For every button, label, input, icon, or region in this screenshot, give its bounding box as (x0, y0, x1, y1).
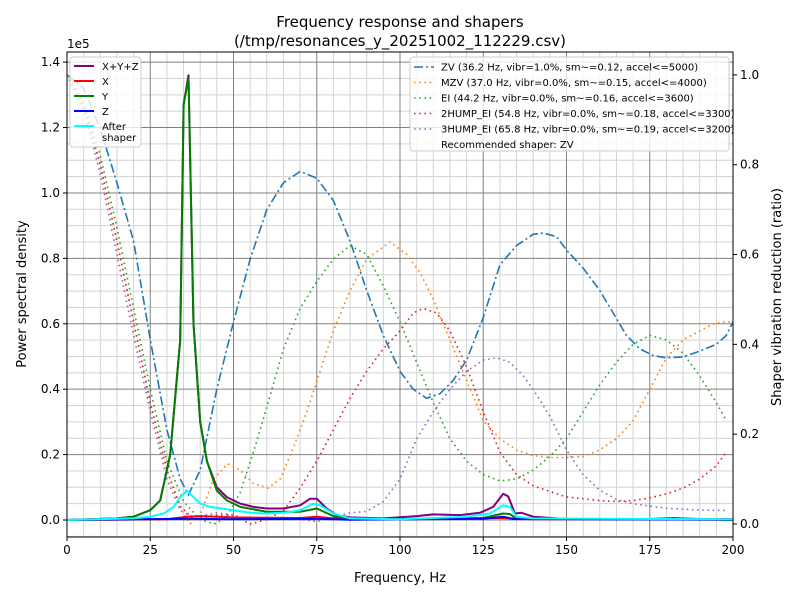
shaper-legend-label: MZV (37.0 Hz, vibr=0.0%, sm~=0.15, accel… (441, 78, 707, 89)
y-tick-label: 0.0 (41, 513, 60, 527)
x-tick-label: 25 (143, 543, 158, 557)
y2-tick-label: 0.0 (740, 517, 759, 531)
shaper-legend-label: 2HUMP_EI (54.8 Hz, vibr=0.0%, sm~=0.18, … (441, 109, 735, 120)
y2-tick-label: 0.4 (740, 337, 759, 351)
psd-legend-label: X+Y+Z (102, 62, 139, 73)
y-tick-label: 0.6 (41, 317, 60, 331)
y2-tick-label: 0.8 (740, 158, 759, 172)
shaper-line-ei (67, 74, 728, 525)
x-tick-label: 100 (389, 543, 412, 557)
x-tick-label: 75 (309, 543, 324, 557)
psd-legend-box (69, 56, 142, 148)
y-tick-label: 1.4 (41, 55, 60, 69)
y-tick-label: 0.4 (41, 382, 60, 396)
psd-legend-label: Z (102, 107, 109, 118)
chart-subtitle: (/tmp/resonances_y_20251002_112229.csv) (234, 32, 566, 51)
x-tick-label: 200 (722, 543, 745, 557)
x-tick-label: 125 (472, 543, 495, 557)
y-axis-label: Power spectral density (15, 220, 30, 368)
psd-legend-label: X (102, 77, 109, 88)
shaper-legend: ZV (36.2 Hz, vibr=1.0%, sm~=0.12, accel<… (409, 56, 735, 152)
psd-legend: X+Y+Z XYZ After shaper (69, 56, 142, 148)
y-tick-label: 1.2 (41, 121, 60, 135)
y-tick-label: 1.0 (41, 186, 60, 200)
y2-axis-label: Shaper vibration reduction (ratio) (770, 188, 785, 406)
shaper-line-mzv (67, 74, 733, 526)
chart-title: Frequency response and shapers (276, 13, 524, 31)
psd-legend-label: Y (101, 92, 109, 103)
x-axis-label: Frequency, Hz (354, 571, 446, 586)
x-tick-label: 150 (555, 543, 578, 557)
y2-tick-label: 1.0 (740, 68, 759, 82)
psd-line-z (67, 515, 733, 521)
y-tick-label: 0.8 (41, 251, 60, 265)
x-tick-label: 0 (63, 543, 71, 557)
shaper-legend-label: ZV (36.2 Hz, vibr=1.0%, sm~=0.12, accel<… (441, 63, 698, 74)
shaper-line-2hump_ei (67, 74, 727, 525)
shaper-legend-label: 3HUMP_EI (65.8 Hz, vibr=0.0%, sm~=0.19, … (441, 125, 735, 136)
x-tick-label: 175 (638, 543, 661, 557)
x-tick-label: 50 (226, 543, 241, 557)
y-offset-label: 1e5 (67, 37, 90, 51)
shaper-legend-box (409, 56, 730, 152)
y-tick-label: 0.2 (41, 448, 60, 462)
y2-tick-label: 0.6 (740, 248, 759, 262)
shaper-legend-label: EI (44.2 Hz, vibr=0.0%, sm~=0.16, accel<… (441, 94, 694, 105)
shaper-line-zv (67, 74, 733, 497)
psd-line-after (67, 489, 733, 521)
recommended-shaper-label: Recommended shaper: ZV (441, 140, 574, 151)
y2-tick-label: 0.2 (740, 427, 759, 441)
psd-legend-label: After shaper (102, 122, 137, 144)
